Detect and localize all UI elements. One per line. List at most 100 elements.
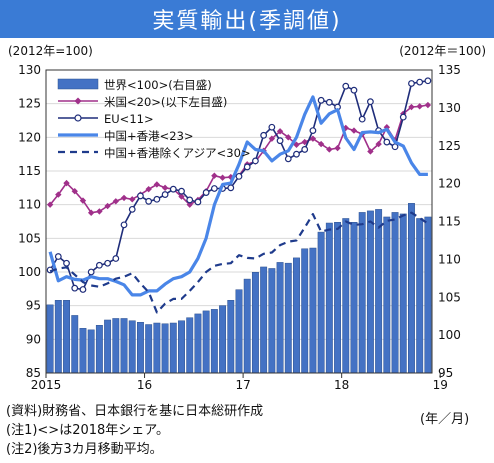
left-tick-label: 95 (26, 299, 41, 313)
line-asia-ex-china (49, 211, 429, 314)
left-tick-label: 130 (18, 63, 41, 77)
legend-label: EU<11> (104, 112, 154, 126)
point-eu (186, 196, 194, 204)
bar-world (325, 222, 333, 374)
point-us (87, 209, 95, 216)
point-us (416, 103, 423, 110)
point-eu (210, 185, 218, 192)
bar-world (301, 248, 309, 374)
bar-world (112, 318, 120, 374)
left-tick-label: 125 (18, 97, 41, 111)
point-us (309, 135, 317, 142)
point-us (96, 208, 103, 215)
point-us (71, 188, 78, 195)
bar-world (227, 300, 235, 374)
x-tick-label: 18 (334, 378, 349, 392)
legend-label: 中国+香港<23> (104, 129, 194, 143)
point-eu (325, 98, 333, 106)
right-tick-label: 105 (438, 290, 461, 304)
point-eu (194, 198, 202, 206)
point-us (293, 141, 300, 148)
point-us (350, 127, 358, 134)
point-eu (317, 96, 325, 104)
point-eu (95, 261, 103, 269)
bar-world (424, 216, 432, 374)
bar-world (342, 218, 350, 374)
chart-title: 実質輸出(季調値) (152, 9, 342, 34)
point-eu (383, 138, 391, 146)
point-eu (137, 192, 144, 200)
point-eu (128, 205, 136, 213)
point-eu (202, 189, 210, 196)
point-us (317, 140, 325, 148)
point-eu (293, 150, 300, 158)
point-us (129, 196, 136, 203)
point-eu (260, 131, 268, 139)
point-eu (71, 284, 79, 292)
left-tick-label: 100 (18, 265, 41, 279)
bar-world (120, 318, 128, 374)
bar-world (63, 300, 70, 374)
left-tick-label: 90 (26, 332, 41, 346)
bar-world (104, 319, 112, 374)
point-eu (252, 157, 259, 165)
point-eu (79, 286, 87, 293)
point-eu (120, 221, 128, 229)
point-us (63, 179, 70, 187)
bar-world (399, 213, 407, 374)
point-eu (301, 146, 309, 153)
point-eu (276, 137, 284, 145)
x-tick-label: 17 (235, 378, 250, 392)
bar-world (243, 278, 251, 374)
bar-world (145, 324, 153, 374)
point-us (211, 172, 218, 179)
point-eu (63, 259, 70, 267)
point-us (219, 174, 226, 181)
bar-world (375, 209, 383, 374)
point-us (408, 103, 415, 111)
right-tick-label: 115 (438, 215, 461, 229)
x-tick-label: 19 (433, 378, 448, 392)
point-eu (235, 172, 243, 180)
point-eu (169, 185, 177, 193)
point-eu (358, 115, 366, 123)
point-eu (227, 184, 235, 192)
legend-marker-eu (74, 114, 82, 122)
x-tick-label: 16 (137, 378, 152, 392)
point-eu (145, 197, 153, 205)
bar-world (54, 300, 62, 374)
bar-world (219, 305, 227, 374)
bar-world (408, 203, 415, 374)
line-china-hk (48, 95, 428, 297)
bar-world (334, 222, 342, 374)
bar-world (416, 218, 424, 374)
bar-world (251, 272, 259, 374)
point-us (79, 197, 87, 204)
point-us (112, 198, 120, 205)
bar-world (186, 317, 194, 374)
x-tick-label: 2015 (31, 378, 62, 392)
point-us (326, 146, 333, 153)
right-tick-label: 135 (438, 63, 461, 77)
bar-world (178, 320, 185, 374)
point-us (178, 193, 185, 200)
point-us (367, 148, 374, 155)
legend-label: 中国+香港除くアジア<30> (104, 146, 251, 160)
bar-world (136, 321, 144, 374)
bar-world (383, 216, 391, 374)
point-eu (399, 113, 407, 121)
plot-frame (45, 69, 433, 374)
bar-world (95, 325, 103, 374)
point-us (120, 194, 128, 202)
bar-world (276, 262, 284, 374)
point-eu (391, 143, 399, 151)
left-tick-label: 105 (18, 231, 41, 245)
bar-world (153, 322, 161, 374)
point-eu (161, 191, 169, 198)
note-1: (注1)<>は2018年シェア。 (6, 423, 169, 438)
right-tick-label: 130 (438, 101, 461, 115)
point-us (301, 138, 308, 146)
point-eu (367, 98, 374, 106)
point-eu (112, 255, 120, 262)
right-axis-unit: (2012年＝100) (399, 44, 486, 58)
